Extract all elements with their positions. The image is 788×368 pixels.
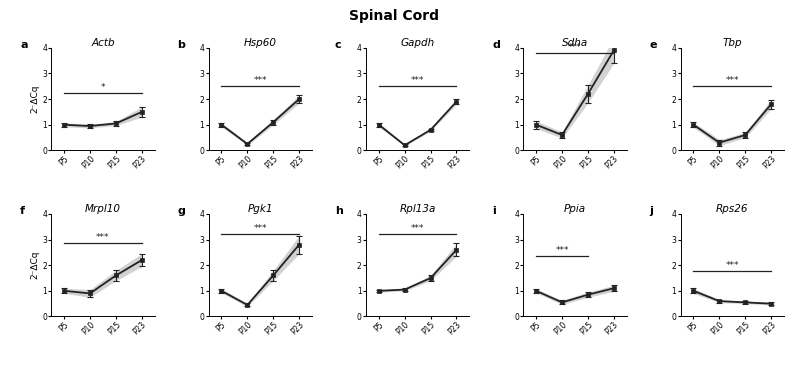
Text: ***: ***: [96, 233, 110, 243]
Text: Spinal Cord: Spinal Cord: [349, 9, 439, 23]
Text: i: i: [492, 206, 496, 216]
Text: ***: ***: [568, 43, 582, 53]
Title: Hsp60: Hsp60: [243, 38, 277, 48]
Text: ***: ***: [726, 76, 739, 85]
Title: Rps26: Rps26: [716, 204, 749, 214]
Text: f: f: [20, 206, 25, 216]
Title: Mrpl10: Mrpl10: [85, 204, 121, 214]
Text: ***: ***: [411, 76, 425, 85]
Text: *: *: [101, 83, 106, 92]
Title: Sdha: Sdha: [562, 38, 588, 48]
Text: ***: ***: [556, 246, 569, 255]
Y-axis label: 2⁻ΔCq: 2⁻ΔCq: [31, 251, 39, 279]
Title: Actb: Actb: [91, 38, 115, 48]
Title: Rpl13a: Rpl13a: [400, 204, 436, 214]
Text: g: g: [177, 206, 185, 216]
Text: j: j: [649, 206, 653, 216]
Text: e: e: [649, 40, 657, 50]
Y-axis label: 2⁻ΔCq: 2⁻ΔCq: [31, 85, 39, 113]
Text: h: h: [335, 206, 343, 216]
Text: a: a: [20, 40, 28, 50]
Text: ***: ***: [254, 76, 267, 85]
Title: Tbp: Tbp: [723, 38, 742, 48]
Title: Pgk1: Pgk1: [247, 204, 273, 214]
Text: ***: ***: [411, 224, 425, 233]
Title: Gapdh: Gapdh: [400, 38, 435, 48]
Text: c: c: [335, 40, 341, 50]
Text: ***: ***: [726, 261, 739, 270]
Title: Ppia: Ppia: [564, 204, 586, 214]
Text: b: b: [177, 40, 185, 50]
Text: ***: ***: [254, 224, 267, 233]
Text: d: d: [492, 40, 500, 50]
